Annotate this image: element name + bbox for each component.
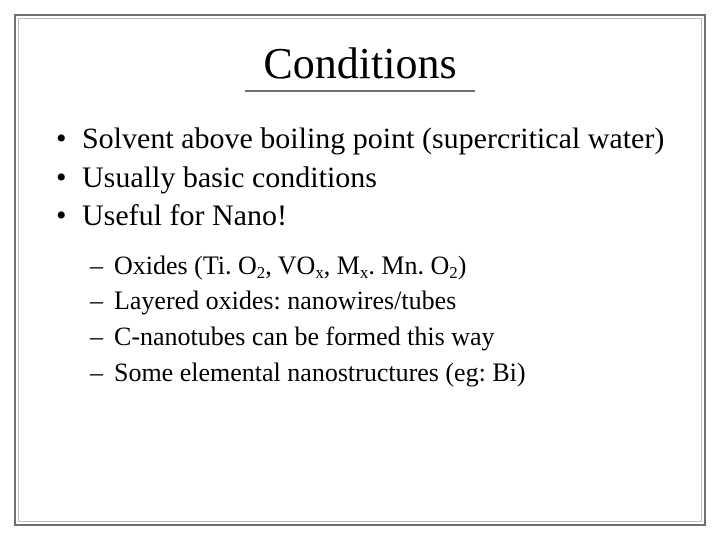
t: ) [458,251,467,280]
sub-bullet-item: Layered oxides: nanowires/tubes [90,283,668,319]
sub-bullet-text: Layered oxides: nanowires/tubes [114,286,456,315]
sub-bullet-text: Some elemental nanostructures (eg: Bi) [114,358,526,387]
sub: 2 [257,263,265,282]
t: . Mn. O [368,251,449,280]
t: , M [324,251,360,280]
sub-bullet-item: C-nanotubes can be formed this way [90,319,668,355]
sub-bullet-item: Oxides (Ti. O2, VOx, Mx. Mn. O2) [90,248,668,284]
slide-frame: Conditions Solvent above boiling point (… [14,14,706,526]
title-wrap: Conditions [52,40,668,92]
bullet-text: Useful for Nano! [82,199,287,232]
bullet-list: Solvent above boiling point (supercritic… [52,120,668,235]
sub: 2 [449,263,457,282]
sub: x [315,263,323,282]
sub-bullet-text: C-nanotubes can be formed this way [114,322,495,351]
slide-outer: Conditions Solvent above boiling point (… [0,0,720,540]
bullet-item: Solvent above boiling point (supercritic… [52,120,668,158]
bullet-item: Useful for Nano! [52,197,668,235]
sub-bullet-text: Oxides (Ti. O2, VOx, Mx. Mn. O2) [114,251,466,280]
sub-bullet-item: Some elemental nanostructures (eg: Bi) [90,355,668,391]
bullet-item: Usually basic conditions [52,159,668,197]
sub-bullet-list: Oxides (Ti. O2, VOx, Mx. Mn. O2) Layered… [90,248,668,392]
t: , VO [265,251,315,280]
bullet-text: Usually basic conditions [82,161,377,194]
t: Oxides (Ti. O [114,251,257,280]
slide-title: Conditions [245,40,474,92]
bullet-text: Solvent above boiling point (supercritic… [82,122,664,155]
